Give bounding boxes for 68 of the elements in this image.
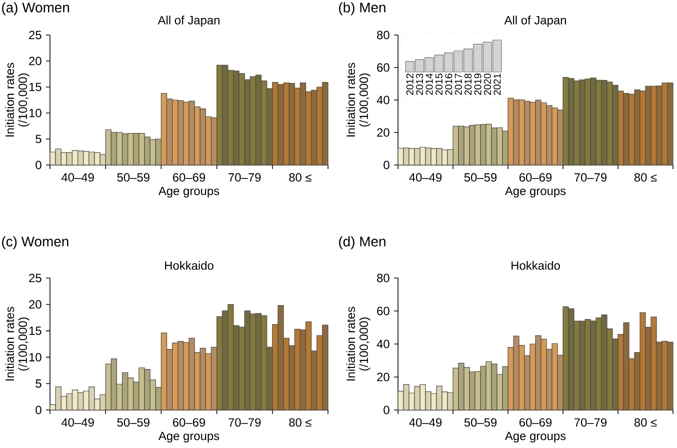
y-tick-label: 25 xyxy=(29,30,42,40)
y-tick-label: 20 xyxy=(377,128,390,137)
x-tick-label: 60–69 xyxy=(519,173,552,182)
x-tick-label: 50–59 xyxy=(117,173,150,182)
x-axis-title: Age groups xyxy=(504,432,566,443)
x-tick-label: 2017 xyxy=(454,74,462,95)
y-axis-title: Initiation rates (/100,000) xyxy=(5,62,30,136)
y-tick-label: 80 xyxy=(377,274,390,282)
y-tick-label: 20 xyxy=(29,300,42,309)
x-tick-label: 2015 xyxy=(435,74,442,95)
x-tick-label: 60–69 xyxy=(519,418,552,427)
y-tick-label: 10 xyxy=(29,108,42,118)
y-tick-label: 0 xyxy=(36,160,42,170)
x-axis-title: Age groups xyxy=(504,186,566,198)
x-tick-label: 50–59 xyxy=(117,418,150,427)
x-tick-label: 70–79 xyxy=(574,418,607,427)
chart-title: (a) Women xyxy=(2,2,70,16)
y-axis-title: Initiation rates (/100,000) xyxy=(5,306,30,380)
chart-subtitle: Hokkaido xyxy=(512,261,560,270)
y-tick-label: 0 xyxy=(384,406,390,414)
chart-subtitle: All of Japan xyxy=(504,16,566,27)
x-tick-label: 70–79 xyxy=(228,418,261,427)
y-axis-title: Initiation rates (/100,000) xyxy=(346,306,370,380)
y-tick-label: 15 xyxy=(29,82,42,92)
x-tick-label: 40–49 xyxy=(61,418,94,427)
y-tick-label: 0 xyxy=(36,406,42,414)
x-tick-label: 80 ≤ xyxy=(289,173,312,182)
y-tick-label: 40 xyxy=(376,96,390,104)
x-tick-label: 40–49 xyxy=(61,173,94,182)
x-axis-title: Age groups xyxy=(158,186,220,198)
x-tick-label: 70–79 xyxy=(228,173,261,182)
x-tick-label: 80 ≤ xyxy=(289,418,312,427)
y-tick-label: 20 xyxy=(377,372,390,382)
x-tick-label: 2014 xyxy=(426,73,433,95)
x-tick-label: 2016 xyxy=(445,74,452,95)
x-tick-label: 40–49 xyxy=(409,418,442,427)
y-axis-title: Initiation rates (/100,000) xyxy=(346,62,370,136)
x-tick-label: 60–69 xyxy=(172,173,206,182)
x-tick-label: 80 ≤ xyxy=(634,418,657,427)
y-tick-label: 5 xyxy=(36,134,42,144)
y-tick-label: 0 xyxy=(384,160,390,170)
y-tick-label: 25 xyxy=(29,274,42,282)
chart-subtitle: Hokkaido xyxy=(165,261,214,270)
x-tick-label: 2013 xyxy=(416,74,424,95)
x-tick-label: 40–49 xyxy=(409,173,442,182)
x-tick-label: 2021 xyxy=(494,74,501,95)
y-tick-label: 40 xyxy=(376,340,390,348)
y-tick-label: 20 xyxy=(29,56,42,66)
y-tick-label: 80 xyxy=(377,30,390,40)
x-tick-label: 80 ≤ xyxy=(634,173,657,182)
chart-title: (d) Men xyxy=(339,236,386,250)
x-tick-label: 70–79 xyxy=(574,173,607,182)
chart-title: (c) Women xyxy=(2,236,68,250)
x-tick-label: 50–59 xyxy=(464,418,497,427)
x-tick-label: 2018 xyxy=(464,74,472,95)
x-tick-label: 2020 xyxy=(484,74,491,95)
x-tick-label: 2012 xyxy=(406,74,414,95)
y-tick-label: 60 xyxy=(377,306,390,316)
y-tick-label: 5 xyxy=(36,379,42,388)
y-tick-label: 15 xyxy=(29,326,42,335)
x-tick-label: 2019 xyxy=(474,74,482,95)
x-tick-label: 60–69 xyxy=(172,418,206,427)
y-tick-label: 60 xyxy=(377,63,390,72)
chart-subtitle: All of Japan xyxy=(158,16,220,27)
x-tick-label: 50–59 xyxy=(464,173,497,182)
chart-title: (b) Men xyxy=(339,2,386,16)
x-axis-title: Age groups xyxy=(158,432,220,443)
y-tick-label: 10 xyxy=(29,352,42,362)
